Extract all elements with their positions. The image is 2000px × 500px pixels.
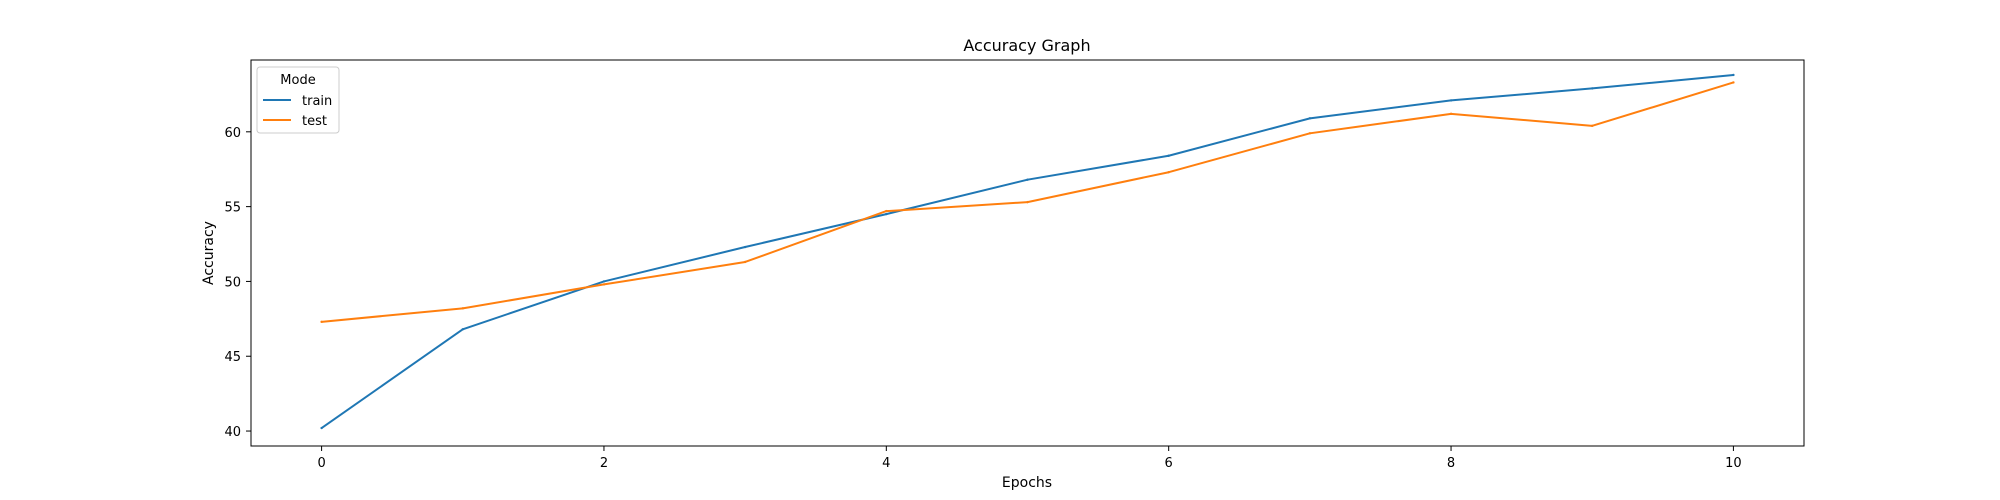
y-axis-title: Accuracy — [201, 221, 217, 285]
y-axis: 40 45 50 55 60 — [224, 126, 251, 440]
x-tick-label: 10 — [1725, 456, 1742, 471]
data-point-test-5 — [1026, 200, 1029, 204]
y-tick-label: 55 — [224, 201, 241, 216]
data-point-test-9 — [1591, 124, 1594, 128]
legend-box — [256, 66, 340, 134]
data-point-test-10 — [1732, 81, 1735, 84]
legend-title: Mode — [280, 73, 315, 88]
data-point-train-1 — [461, 328, 464, 331]
plot-frame — [250, 59, 1805, 447]
data-point-train-6 — [1167, 154, 1170, 157]
legend: Mode train test — [256, 66, 340, 134]
x-axis: 0 2 4 6 8 10 — [317, 446, 1742, 471]
x-tick-label: 6 — [1165, 456, 1173, 471]
x-tick-label: 2 — [600, 456, 608, 471]
data-point-train-3 — [743, 245, 747, 249]
data-point-test-4 — [885, 209, 888, 213]
data-point-test-0 — [320, 320, 323, 324]
data-point-test-8 — [1449, 112, 1453, 116]
x-tick-label: 0 — [317, 456, 325, 471]
data-point-test-6 — [1167, 171, 1170, 174]
series-line-train — [321, 73, 1734, 429]
data-point-test-7 — [1308, 132, 1312, 135]
y-tick-label: 50 — [224, 275, 241, 290]
data-point-test-2 — [602, 283, 606, 286]
x-axis-title: Epochs — [1002, 475, 1052, 491]
data-point-train-5 — [1026, 178, 1029, 181]
data-point-train-9 — [1591, 87, 1594, 90]
y-tick-label: 60 — [224, 126, 241, 141]
y-tick-label: 40 — [224, 425, 241, 440]
x-tick-label: 4 — [882, 456, 890, 471]
data-point-train-10 — [1732, 73, 1735, 77]
data-point-train-2 — [602, 280, 606, 283]
data-point-test-3 — [743, 260, 747, 264]
data-point-train-0 — [320, 426, 323, 430]
legend-label-test: test — [302, 114, 327, 129]
y-tick-label: 45 — [224, 350, 241, 365]
legend-label-train: train — [302, 94, 332, 109]
x-tick-label: 8 — [1447, 456, 1455, 471]
data-point-test-1 — [461, 307, 464, 310]
data-point-train-8 — [1449, 99, 1453, 102]
data-point-train-7 — [1308, 117, 1312, 120]
plot-area — [320, 73, 1735, 430]
chart-title: Accuracy Graph — [963, 36, 1090, 55]
data-point-train-4 — [885, 212, 888, 216]
